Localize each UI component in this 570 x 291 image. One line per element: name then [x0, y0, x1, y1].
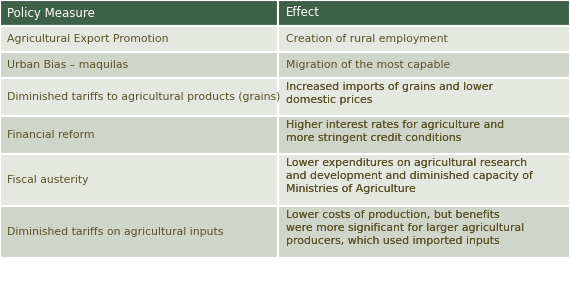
Text: Fiscal austerity: Fiscal austerity	[7, 175, 89, 185]
Bar	[0, 52, 278, 78]
Bar	[0, 154, 278, 206]
Bar	[278, 154, 570, 206]
Text: Higher interest rates for agriculture and
more stringent credit conditions: Higher interest rates for agriculture an…	[286, 120, 504, 143]
Text: Financial reform: Financial reform	[7, 130, 95, 140]
Text: Lower expenditures on agricultural research
and development and diminished capac: Lower expenditures on agricultural resea…	[286, 159, 532, 194]
Bar	[0, 116, 278, 154]
Text: Lower costs of production, but benefits
were more significant for larger agricul: Lower costs of production, but benefits …	[286, 210, 524, 246]
Text: Policy Measure: Policy Measure	[7, 6, 95, 19]
Text: Creation of rural employment: Creation of rural employment	[286, 34, 447, 44]
Bar	[278, 0, 570, 26]
Text: Diminished tariffs on agricultural inputs: Diminished tariffs on agricultural input…	[7, 227, 224, 237]
Text: Effect: Effect	[286, 6, 320, 19]
Bar	[0, 78, 278, 116]
Text: Lower expenditures on agricultural research
and development and diminished capac: Lower expenditures on agricultural resea…	[286, 159, 532, 194]
Bar	[0, 26, 278, 52]
Text: Diminished tariffs to agricultural products (grains): Diminished tariffs to agricultural produ…	[7, 92, 281, 102]
Bar	[278, 116, 570, 154]
Bar	[278, 206, 570, 258]
Text: Migration of the most capable: Migration of the most capable	[286, 60, 450, 70]
Text: Urban Bias – maquilas: Urban Bias – maquilas	[7, 60, 129, 70]
Bar	[278, 52, 570, 78]
Bar	[0, 0, 278, 26]
Text: Increased imports of grains and lower
domestic prices: Increased imports of grains and lower do…	[286, 83, 492, 105]
Text: Agricultural Export Promotion: Agricultural Export Promotion	[7, 34, 169, 44]
Text: Lower costs of production, but benefits
were more significant for larger agricul: Lower costs of production, but benefits …	[286, 210, 524, 246]
Bar	[278, 26, 570, 52]
Text: Higher interest rates for agriculture and
more stringent credit conditions: Higher interest rates for agriculture an…	[286, 120, 504, 143]
Bar	[278, 78, 570, 116]
Bar	[0, 206, 278, 258]
Text: Increased imports of grains and lower
domestic prices: Increased imports of grains and lower do…	[286, 83, 492, 105]
